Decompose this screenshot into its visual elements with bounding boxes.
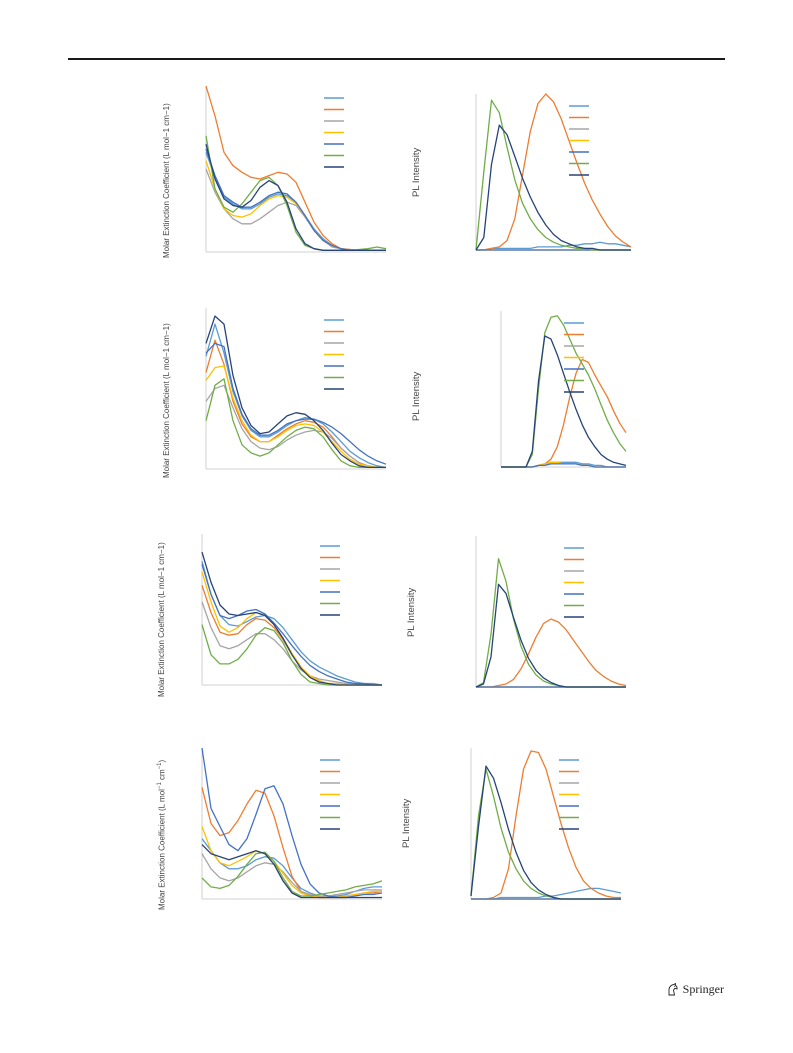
absorption-chart-1-svg — [205, 85, 387, 253]
absorption-chart-2-svg — [205, 308, 387, 470]
absorption-ylabel-3: Molar Extinction Coefficient (L mol−1 cm… — [157, 542, 166, 697]
series-line-2 — [476, 618, 627, 688]
springer-wordmark: Springer — [682, 982, 724, 996]
springer-horse-icon — [668, 983, 678, 996]
series-line-6 — [205, 378, 386, 469]
series-line-6 — [475, 558, 626, 688]
series-line-1 — [201, 561, 383, 686]
series-line-4 — [205, 365, 386, 469]
series-line-2 — [201, 585, 382, 686]
absorption-ylabel-4-sup2: −1 — [157, 762, 163, 770]
absorption-chart-4-svg — [201, 747, 383, 900]
pl-chart-4 — [465, 742, 625, 907]
pl-chart-1-svg — [475, 93, 632, 251]
header-rule — [68, 58, 725, 60]
absorption-chart-1 — [200, 80, 390, 260]
absorption-ylabel-4: Molar Extinction Coefficient (L mol−1 cm… — [157, 760, 167, 910]
absorption-ylabel-4-text: Molar Extinction Coefficient (L mol — [157, 789, 167, 910]
series-line-5 — [201, 564, 382, 686]
series-line-7 — [205, 143, 386, 251]
series-line-7 — [475, 583, 626, 688]
series-line-7 — [475, 124, 631, 251]
series-line-2 — [501, 358, 627, 468]
pl-ylabel-3: PL Intensity — [406, 587, 417, 637]
pl-chart-2-svg — [500, 311, 627, 468]
series-line-7 — [201, 844, 382, 899]
pl-chart-3-svg — [475, 536, 627, 688]
series-line-2 — [205, 339, 386, 469]
absorption-ylabel-1: Molar Extinction Coefficient (L mol−1 cm… — [162, 103, 171, 258]
absorption-chart-3-svg — [201, 534, 383, 686]
series-line-3 — [201, 853, 382, 897]
series-line-7 — [205, 315, 386, 469]
series-line-6 — [201, 851, 383, 897]
series-line-3 — [205, 384, 386, 469]
pl-chart-2 — [495, 305, 630, 475]
series-line-5 — [205, 342, 387, 465]
series-line-1 — [501, 461, 626, 468]
series-line-2 — [476, 93, 632, 251]
series-line-6 — [470, 768, 621, 900]
series-line-5 — [201, 747, 383, 899]
absorption-ylabel-4-mid: cm — [157, 769, 167, 783]
pl-ylabel-2: PL Intensity — [411, 371, 422, 421]
series-line-3 — [205, 168, 386, 251]
absorption-chart-3 — [196, 528, 386, 693]
absorption-ylabel-2: Molar Extinction Coefficient (L mol−1 cm… — [162, 323, 171, 478]
absorption-ylabel-4-end: ) — [157, 759, 167, 763]
absorption-ylabel-4-sup1: −1 — [157, 782, 163, 790]
series-line-1 — [476, 241, 632, 251]
series-line-5 — [205, 148, 386, 251]
absorption-chart-4 — [196, 742, 386, 907]
series-line-7 — [501, 335, 627, 468]
pl-ylabel-1: PL Intensity — [411, 147, 422, 197]
series-line-2 — [471, 750, 621, 900]
pl-chart-4-svg — [470, 748, 622, 900]
absorption-chart-2 — [200, 302, 390, 477]
pl-ylabel-4: PL Intensity — [401, 798, 412, 848]
series-line-7 — [470, 765, 621, 900]
series-line-6 — [205, 135, 387, 251]
pl-chart-3 — [470, 530, 630, 695]
series-line-4 — [501, 461, 626, 468]
pl-chart-1 — [470, 88, 635, 258]
series-line-4 — [201, 571, 382, 686]
series-line-7 — [201, 551, 382, 686]
series-line-1 — [205, 323, 387, 469]
series-line-2 — [205, 85, 386, 251]
springer-brand: Springer — [667, 982, 724, 997]
series-line-4 — [201, 826, 382, 899]
series-line-6 — [501, 315, 627, 468]
